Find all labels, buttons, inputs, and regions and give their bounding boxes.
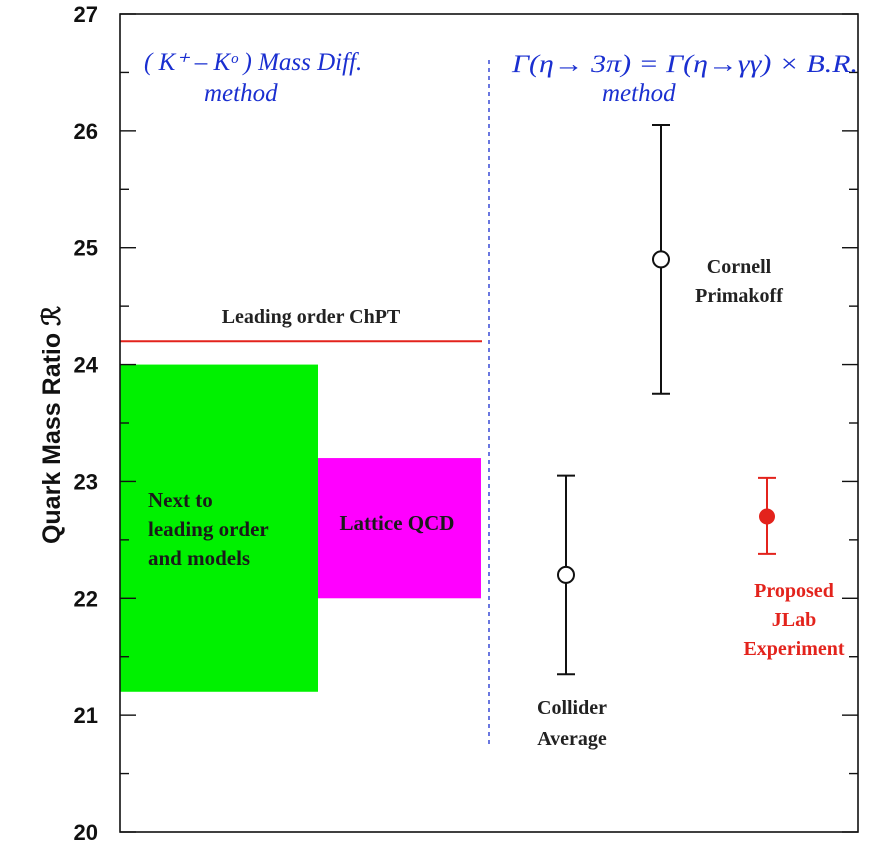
- method-label-right-line1: Γ(η→ 3π) = Γ(η→γγ) × B.R.: [511, 51, 858, 78]
- method-label-right-line2: method: [602, 80, 676, 107]
- y-tick-label-27: 27: [74, 2, 98, 27]
- y-tick-label-20: 20: [74, 820, 98, 845]
- lines-layer: Leading order ChPT: [120, 60, 490, 748]
- band-0: [120, 364, 318, 692]
- y-tick-label-26: 26: [74, 119, 98, 144]
- method-label-left-line2: method: [204, 80, 278, 107]
- bands-layer: Next to leading order and models Lattice QC…: [120, 364, 481, 692]
- band-1-label-line-0: Lattice QCD: [340, 511, 455, 535]
- y-tick-label-23: 23: [74, 469, 98, 494]
- data-point-2-label-line-0: Proposed: [754, 580, 834, 602]
- points-layer: Collider Average Cornell Primakoff Proposed J…: [537, 124, 845, 750]
- data-point-1-label-line-0: Cornell: [707, 256, 772, 278]
- y-tick-label-24: 24: [74, 353, 99, 378]
- data-point-0: [557, 565, 575, 584]
- y-tick-label-21: 21: [74, 703, 98, 728]
- data-point-1-label-line-1: Primakoff: [695, 285, 783, 307]
- data-point-2-label-line-2: Experiment: [743, 638, 844, 660]
- data-point-2-label-line-1: JLab: [772, 609, 816, 631]
- y-tick-label-25: 25: [74, 236, 98, 261]
- y-tick-label-22: 22: [74, 586, 98, 611]
- method-label-left-line1: ( K⁺ – Kᵒ ) Mass Diff.: [144, 49, 362, 76]
- data-point-0-label-line-0: Collider: [537, 697, 607, 719]
- band-0-label-line-1: leading order: [148, 517, 269, 541]
- data-point-1: [652, 250, 670, 269]
- reference-line-label: Leading order ChPT: [222, 306, 401, 328]
- data-point-0-label-line-1: Average: [537, 728, 607, 750]
- band-0-label-line-0: Next to: [148, 488, 213, 512]
- data-point-2: [759, 508, 775, 525]
- band-0-label-line-2: and models: [148, 546, 250, 570]
- y-axis-title: Quark Mass Ratio ℛ: [38, 306, 66, 544]
- band-1: [318, 458, 481, 599]
- plot-frame: [119, 13, 859, 833]
